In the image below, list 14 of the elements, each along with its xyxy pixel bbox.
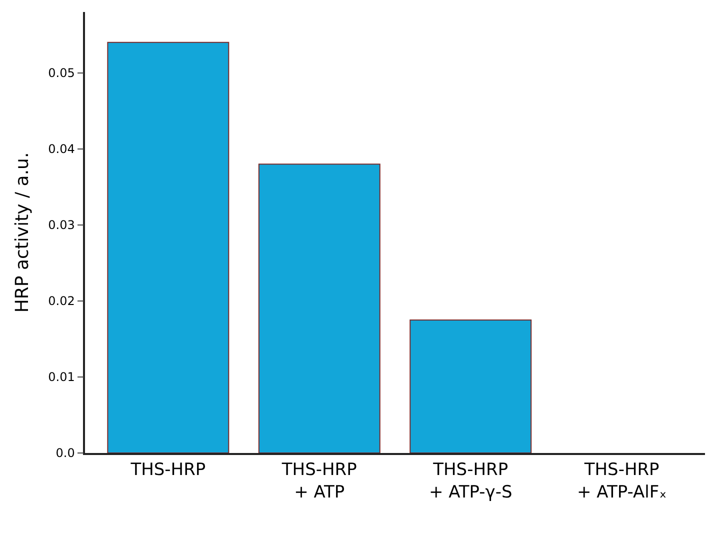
y-tick-label: 0.01 — [48, 370, 75, 384]
y-axis-title: HRP activity / a.u. — [12, 152, 33, 313]
y-tick-label: 0.05 — [48, 66, 75, 80]
x-tick-label: THS-HRP + ATP — [280, 460, 357, 502]
x-tick-label: THS-HRP + ATP-AlFₓ — [576, 460, 667, 502]
y-tick-label: 0.04 — [48, 142, 75, 156]
y-tick-label: 0.02 — [48, 294, 75, 308]
y-tick-label: 0.0 — [56, 446, 75, 460]
bar — [107, 42, 230, 453]
bar — [410, 319, 532, 453]
y-tick-label: 0.03 — [48, 218, 75, 232]
x-tick-label: THS-HRP — [130, 460, 206, 480]
bar — [258, 164, 380, 453]
x-tick-label: THS-HRP + ATP-γ-S — [428, 460, 512, 502]
